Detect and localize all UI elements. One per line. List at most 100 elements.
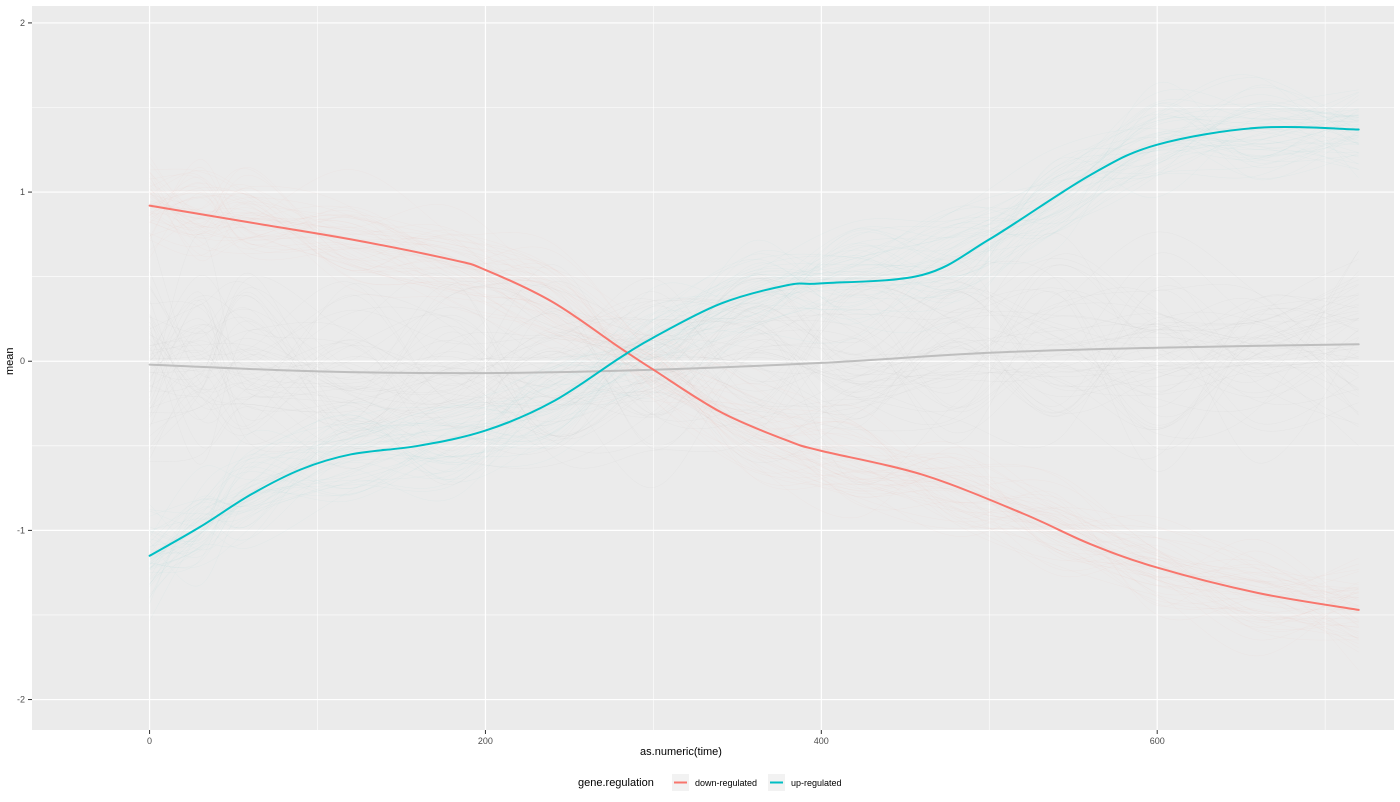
gene-trace [149,194,1359,594]
series-line-up-regulated [148,125,1360,557]
gene-trace [149,168,1359,640]
gene-trace [149,142,1359,533]
gene-trace [149,159,1359,657]
gene-trace [149,101,1359,558]
y-axis-title: mean [4,347,16,375]
gene-trace [149,173,1359,637]
gene-trace [149,290,1359,424]
gene-trace [149,203,1359,631]
gene-trace [149,139,1359,571]
gene-trace [149,124,1359,598]
gene-trace [149,253,1359,440]
gene-trace [149,89,1359,599]
overall-trend-line [148,343,1360,375]
gene-trace [149,252,1359,414]
gene-trace [149,184,1359,608]
gene-trace [149,185,1359,607]
gene-trace [149,277,1359,433]
gene-trace [149,172,1359,619]
gene-trace [149,117,1359,573]
gene-trace [149,191,1359,621]
x-tick-label: 200 [478,736,493,746]
gene-trace [149,233,1359,437]
gene-trace [149,292,1359,429]
gene-trace [149,297,1359,425]
legend: gene.regulation down-regulated up-regulat… [578,774,842,791]
gene-trace [149,191,1359,603]
gene-trace [149,82,1359,587]
gene-trace [149,194,1359,624]
gene-trace [149,221,1359,602]
x-axis-title: as.numeric(time) [640,746,722,758]
gene-trace [149,136,1359,517]
gene-trace [149,172,1359,601]
gene-trace [149,167,1359,628]
gene-trace [149,94,1359,580]
gene-trace [149,137,1359,578]
gene-trace [149,207,1359,613]
gene-trace [149,205,1359,633]
gene-trace [149,203,1359,639]
minor-gridlines [32,6,1394,730]
gene-trace [149,318,1359,413]
gene-trace [149,182,1359,639]
gene-trace [149,294,1359,460]
gene-trace [149,116,1359,565]
gene-trace [149,272,1359,469]
gene-trace [149,77,1359,543]
gene-trace [149,120,1359,569]
gene-trace [149,288,1359,450]
gene-trace [149,106,1359,554]
gene-trace [149,182,1359,620]
y-tick-label: -1 [17,525,25,535]
legend-title: gene.regulation [578,777,654,789]
gene-trace [149,281,1359,444]
gene-trace [149,128,1359,538]
gene-trace [149,271,1359,450]
gene-trace [149,291,1359,418]
gene-trace [149,169,1359,611]
gene-trace [149,286,1359,432]
legend-label-up-regulated: up-regulated [791,778,842,788]
gene-trace [149,98,1359,568]
gene-trace [149,168,1359,614]
y-tick-label: 2 [20,18,25,28]
x-tick-label: 0 [147,736,152,746]
gene-trace [149,192,1359,653]
gene-trace [149,113,1359,563]
gene-trace [149,302,1359,437]
gene-trace [149,114,1359,569]
gene-trace [149,258,1359,472]
gene-trace [149,174,1359,613]
gene-trace [149,189,1359,641]
gene-trace [149,103,1359,554]
gene-trace [149,283,1359,447]
gene-trace [149,109,1359,531]
gene-trace [149,260,1359,450]
gene-trace [149,298,1359,469]
gene-trace [149,273,1359,463]
gene-trace [149,204,1359,627]
gene-trace [149,193,1359,599]
gene-trace [149,111,1359,548]
gene-trace [149,109,1359,585]
gene-trace [149,74,1359,569]
gene-trace [149,99,1359,565]
x-tick-label: 400 [814,736,829,746]
gene-trace [149,175,1359,641]
gene-trace [149,117,1359,621]
x-axis-ticks: 0 200 400 600 [147,730,1165,746]
gene-trace [149,128,1359,566]
gene-trace [149,135,1359,569]
gene-trace [149,193,1359,622]
gene-trace [149,285,1359,453]
gene-trace [149,251,1359,454]
gene-trace [149,105,1359,569]
gene-trace [149,138,1359,545]
gene-trace [149,167,1359,605]
gene-trace [149,182,1359,610]
series-line-down-regulated [148,204,1360,611]
gene-trace [149,176,1359,589]
gene-trace [149,163,1359,600]
gene-trace [149,107,1359,548]
